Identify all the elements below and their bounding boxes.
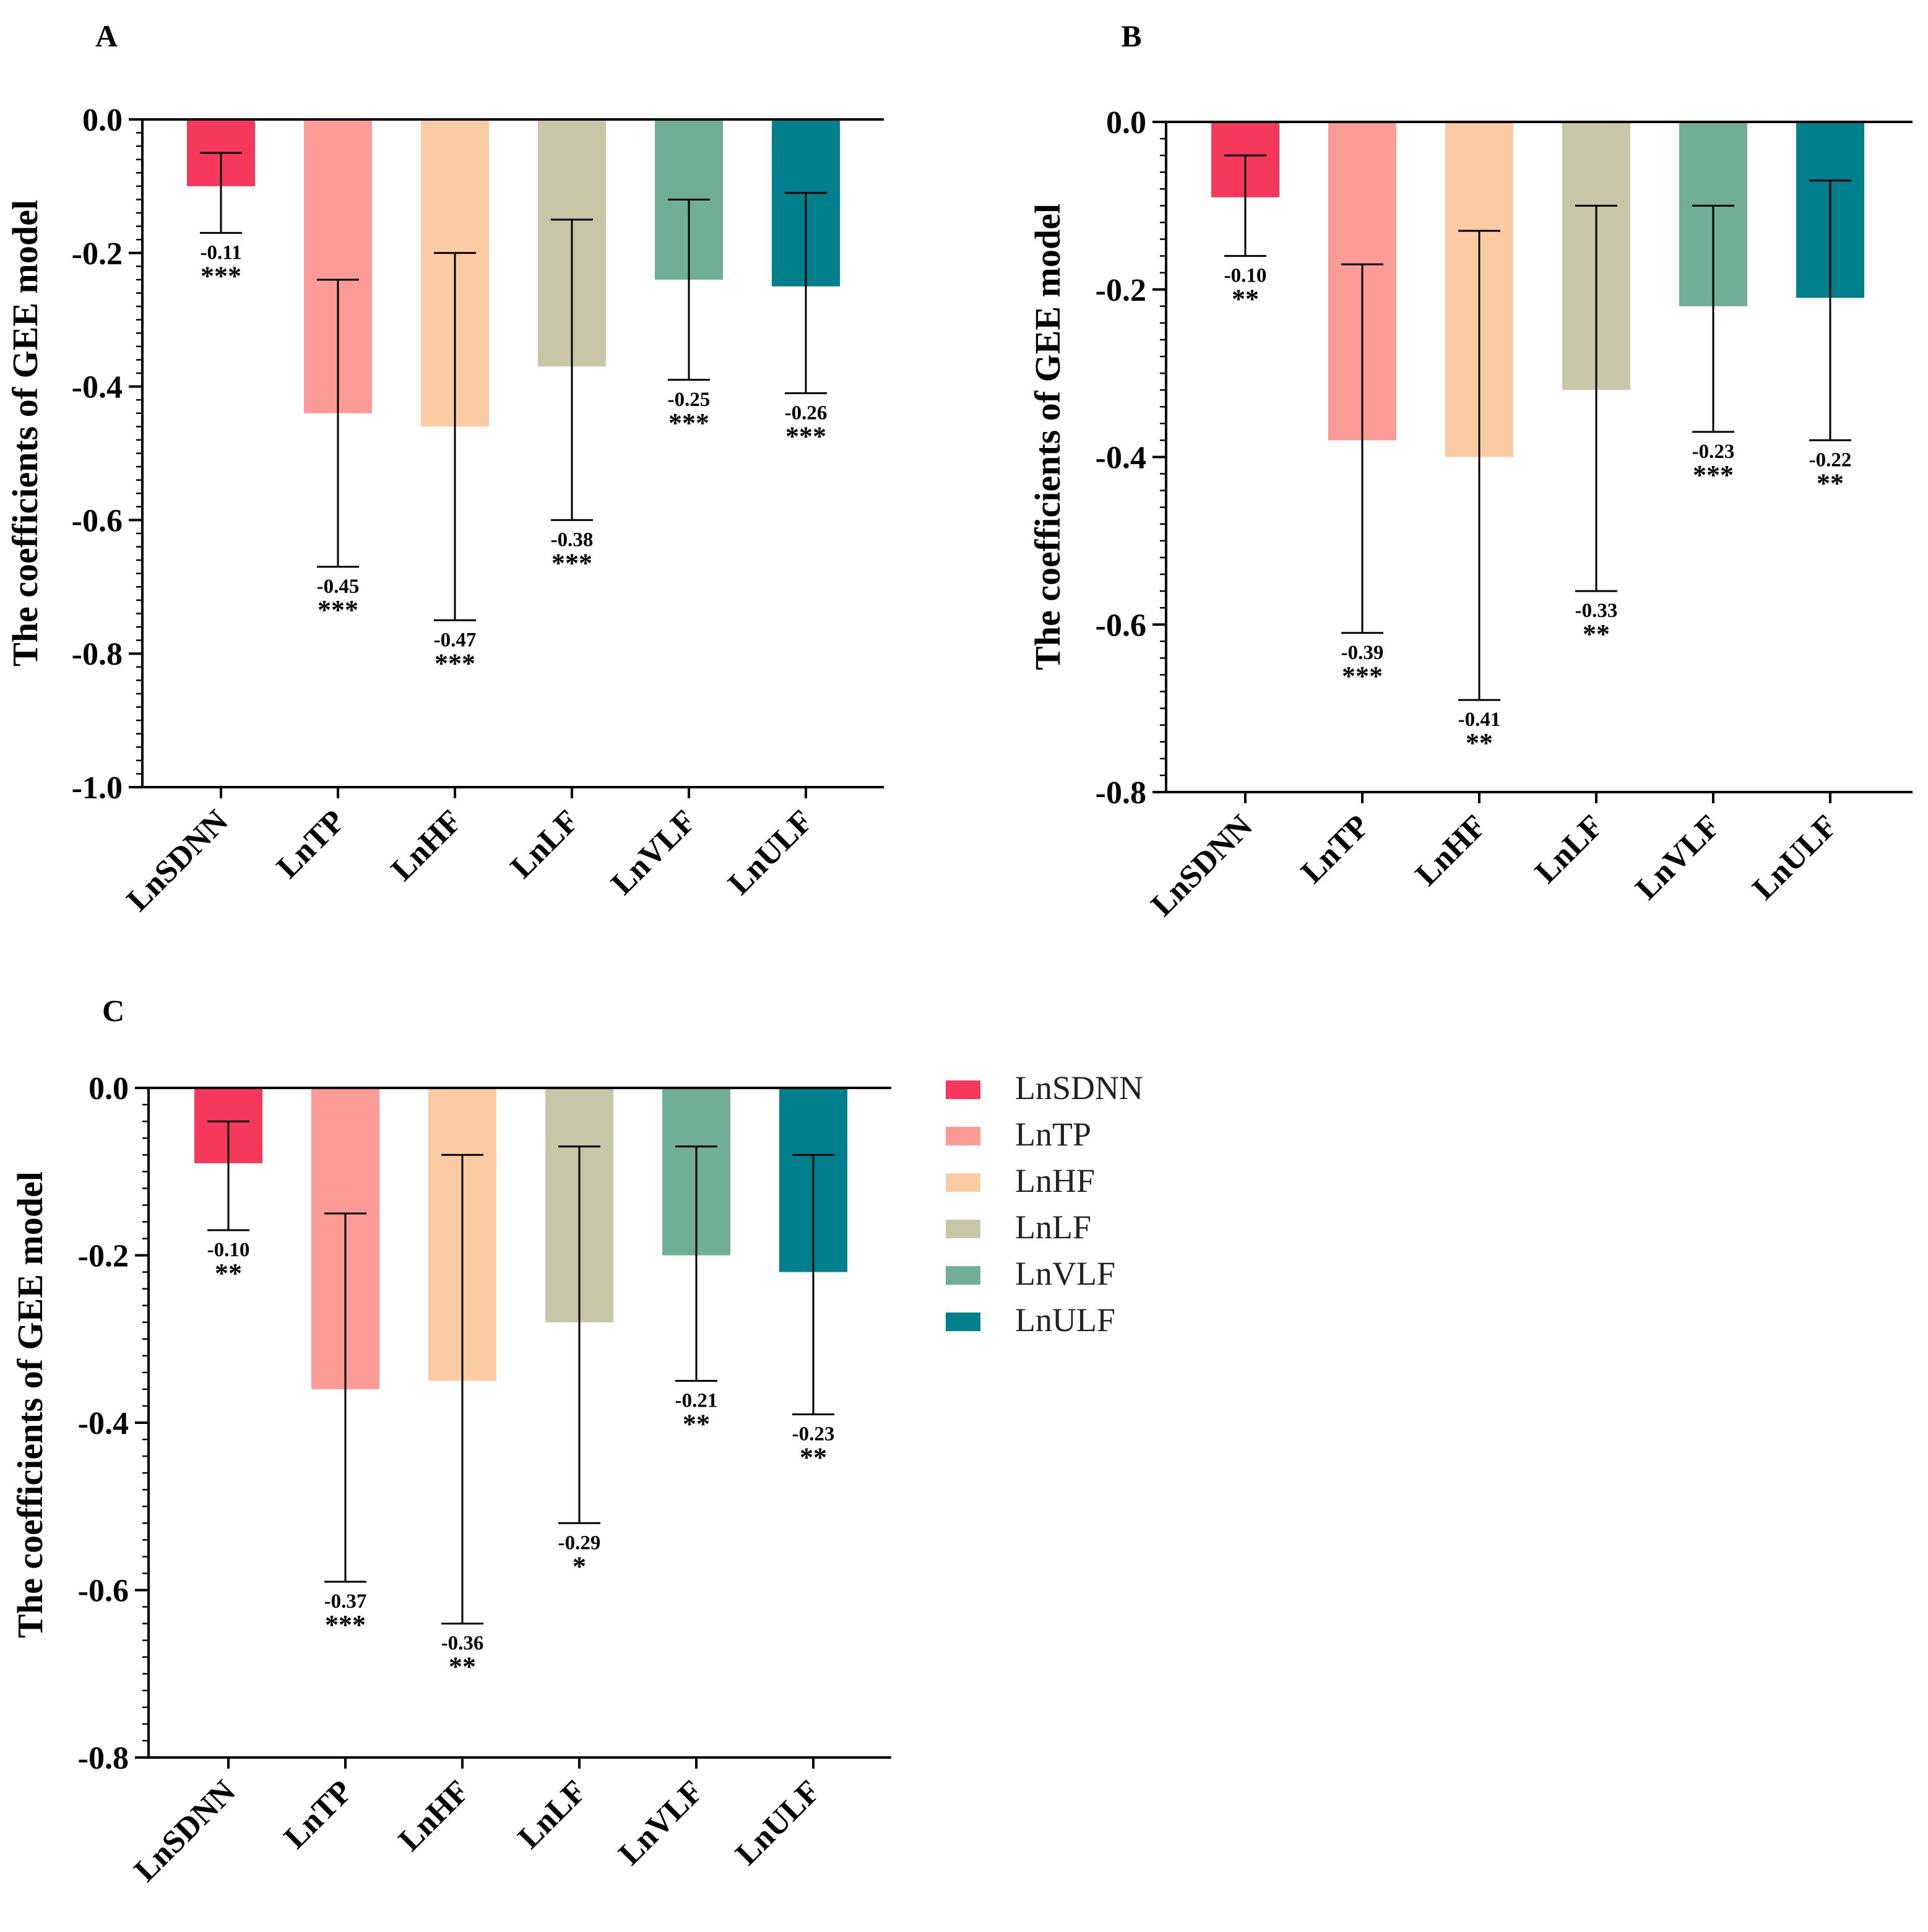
- value-label: -0.37: [324, 1590, 367, 1613]
- x-tick-label: LnHF: [384, 803, 469, 887]
- significance-label: **: [1583, 619, 1610, 649]
- y-tick-label: -0.8: [78, 1741, 129, 1776]
- y-tick-label: -0.8: [1096, 775, 1146, 811]
- significance-label: *: [573, 1551, 586, 1581]
- x-tick-label: LnULF: [729, 1774, 828, 1872]
- x-tick-label: LnSDNN: [1144, 808, 1259, 923]
- significance-label: ***: [551, 548, 592, 578]
- x-tick-label: LnHF: [1409, 808, 1493, 892]
- legend-label: LnTP: [1015, 1116, 1091, 1153]
- legend-label: LnLF: [1015, 1209, 1091, 1246]
- y-tick-label: -0.8: [72, 637, 123, 672]
- significance-label: **: [1232, 284, 1259, 314]
- x-tick-label: LnTP: [277, 1774, 359, 1855]
- value-label: -0.23: [1692, 441, 1735, 463]
- legend-label: LnVLF: [1015, 1255, 1115, 1292]
- x-tick-label: LnVLF: [612, 1774, 711, 1872]
- y-axis-label: The coefficients of GEE model: [10, 1171, 50, 1638]
- legend-label: LnHF: [1015, 1162, 1095, 1199]
- y-tick-label: 0.0: [82, 103, 123, 138]
- significance-label: ***: [201, 261, 241, 291]
- value-label: -0.10: [1224, 265, 1267, 287]
- x-tick-label: LnLF: [504, 803, 586, 885]
- value-label: -0.23: [792, 1423, 835, 1445]
- panel-title: C: [102, 993, 124, 1028]
- value-label: -0.25: [668, 389, 711, 411]
- legend-swatch-lnlf: [946, 1220, 980, 1238]
- y-tick-label: -0.2: [72, 236, 123, 272]
- value-label: -0.45: [317, 576, 360, 598]
- y-axis-label: The coefficients of GEE model: [1027, 204, 1068, 670]
- significance-label: ***: [325, 1610, 366, 1640]
- y-tick-label: -0.6: [1096, 608, 1146, 643]
- significance-label: ***: [1693, 460, 1734, 490]
- y-tick-label: -0.4: [72, 370, 123, 405]
- y-tick-label: 0.0: [1106, 105, 1146, 140]
- x-tick-label: LnLF: [1528, 808, 1610, 890]
- y-tick-label: -0.6: [72, 503, 123, 538]
- value-label: -0.33: [1575, 600, 1618, 622]
- value-label: -0.39: [1341, 642, 1384, 664]
- significance-label: **: [1817, 468, 1844, 498]
- y-tick-label: -0.6: [78, 1574, 129, 1609]
- significance-label: **: [1466, 728, 1493, 758]
- significance-label: ***: [785, 421, 826, 451]
- x-tick-label: LnTP: [1294, 808, 1376, 890]
- significance-label: ***: [434, 648, 475, 678]
- significance-label: **: [800, 1442, 827, 1472]
- legend-swatch-lnulf: [946, 1313, 980, 1331]
- value-label: -0.29: [558, 1532, 601, 1554]
- x-tick-label: LnSDNN: [128, 1774, 242, 1888]
- significance-label: **: [683, 1408, 710, 1439]
- significance-label: **: [215, 1258, 242, 1288]
- y-tick-label: 0.0: [89, 1071, 129, 1106]
- x-tick-label: LnVLF: [605, 803, 703, 902]
- legend: LnSDNN LnTP LnHF LnLF LnVLF LnULF: [946, 1069, 1143, 1339]
- y-tick-label: -0.2: [78, 1239, 129, 1274]
- y-tick-label: -0.4: [1096, 441, 1146, 476]
- panel-title: A: [95, 19, 118, 53]
- x-tick-label: LnULF: [1746, 808, 1844, 907]
- value-label: -0.26: [785, 402, 828, 424]
- legend-label: LnSDNN: [1015, 1069, 1143, 1106]
- legend-swatch-lnvlf: [946, 1266, 980, 1285]
- legend-swatch-lntp: [946, 1127, 980, 1145]
- value-label: -0.38: [551, 528, 594, 551]
- value-label: -0.41: [1458, 709, 1501, 731]
- legend-swatch-lnhf: [946, 1173, 980, 1192]
- value-label: -0.36: [441, 1632, 484, 1655]
- value-label: -0.47: [434, 629, 477, 651]
- x-tick-label: LnHF: [392, 1774, 476, 1858]
- value-label: -0.10: [207, 1239, 250, 1261]
- x-tick-label: LnULF: [722, 803, 820, 902]
- y-tick-label: -1.0: [72, 770, 123, 806]
- y-axis-label: The coefficients of GEE model: [5, 200, 45, 666]
- x-tick-label: LnVLF: [1629, 808, 1727, 907]
- y-tick-label: -0.4: [78, 1406, 129, 1441]
- x-tick-label: LnTP: [270, 803, 352, 885]
- y-tick-label: -0.2: [1096, 273, 1146, 308]
- x-tick-label: LnLF: [511, 1774, 593, 1855]
- panel-title: B: [1121, 19, 1141, 53]
- significance-label: ***: [1342, 661, 1383, 691]
- legend-swatch-lnsdnn: [946, 1080, 980, 1099]
- significance-label: ***: [668, 408, 709, 438]
- significance-label: **: [449, 1652, 476, 1682]
- legend-label: LnULF: [1015, 1301, 1115, 1339]
- significance-label: ***: [318, 595, 358, 625]
- value-label: -0.22: [1809, 449, 1852, 471]
- value-label: -0.21: [675, 1389, 718, 1412]
- value-label: -0.11: [201, 241, 242, 264]
- x-tick-label: LnSDNN: [120, 803, 235, 918]
